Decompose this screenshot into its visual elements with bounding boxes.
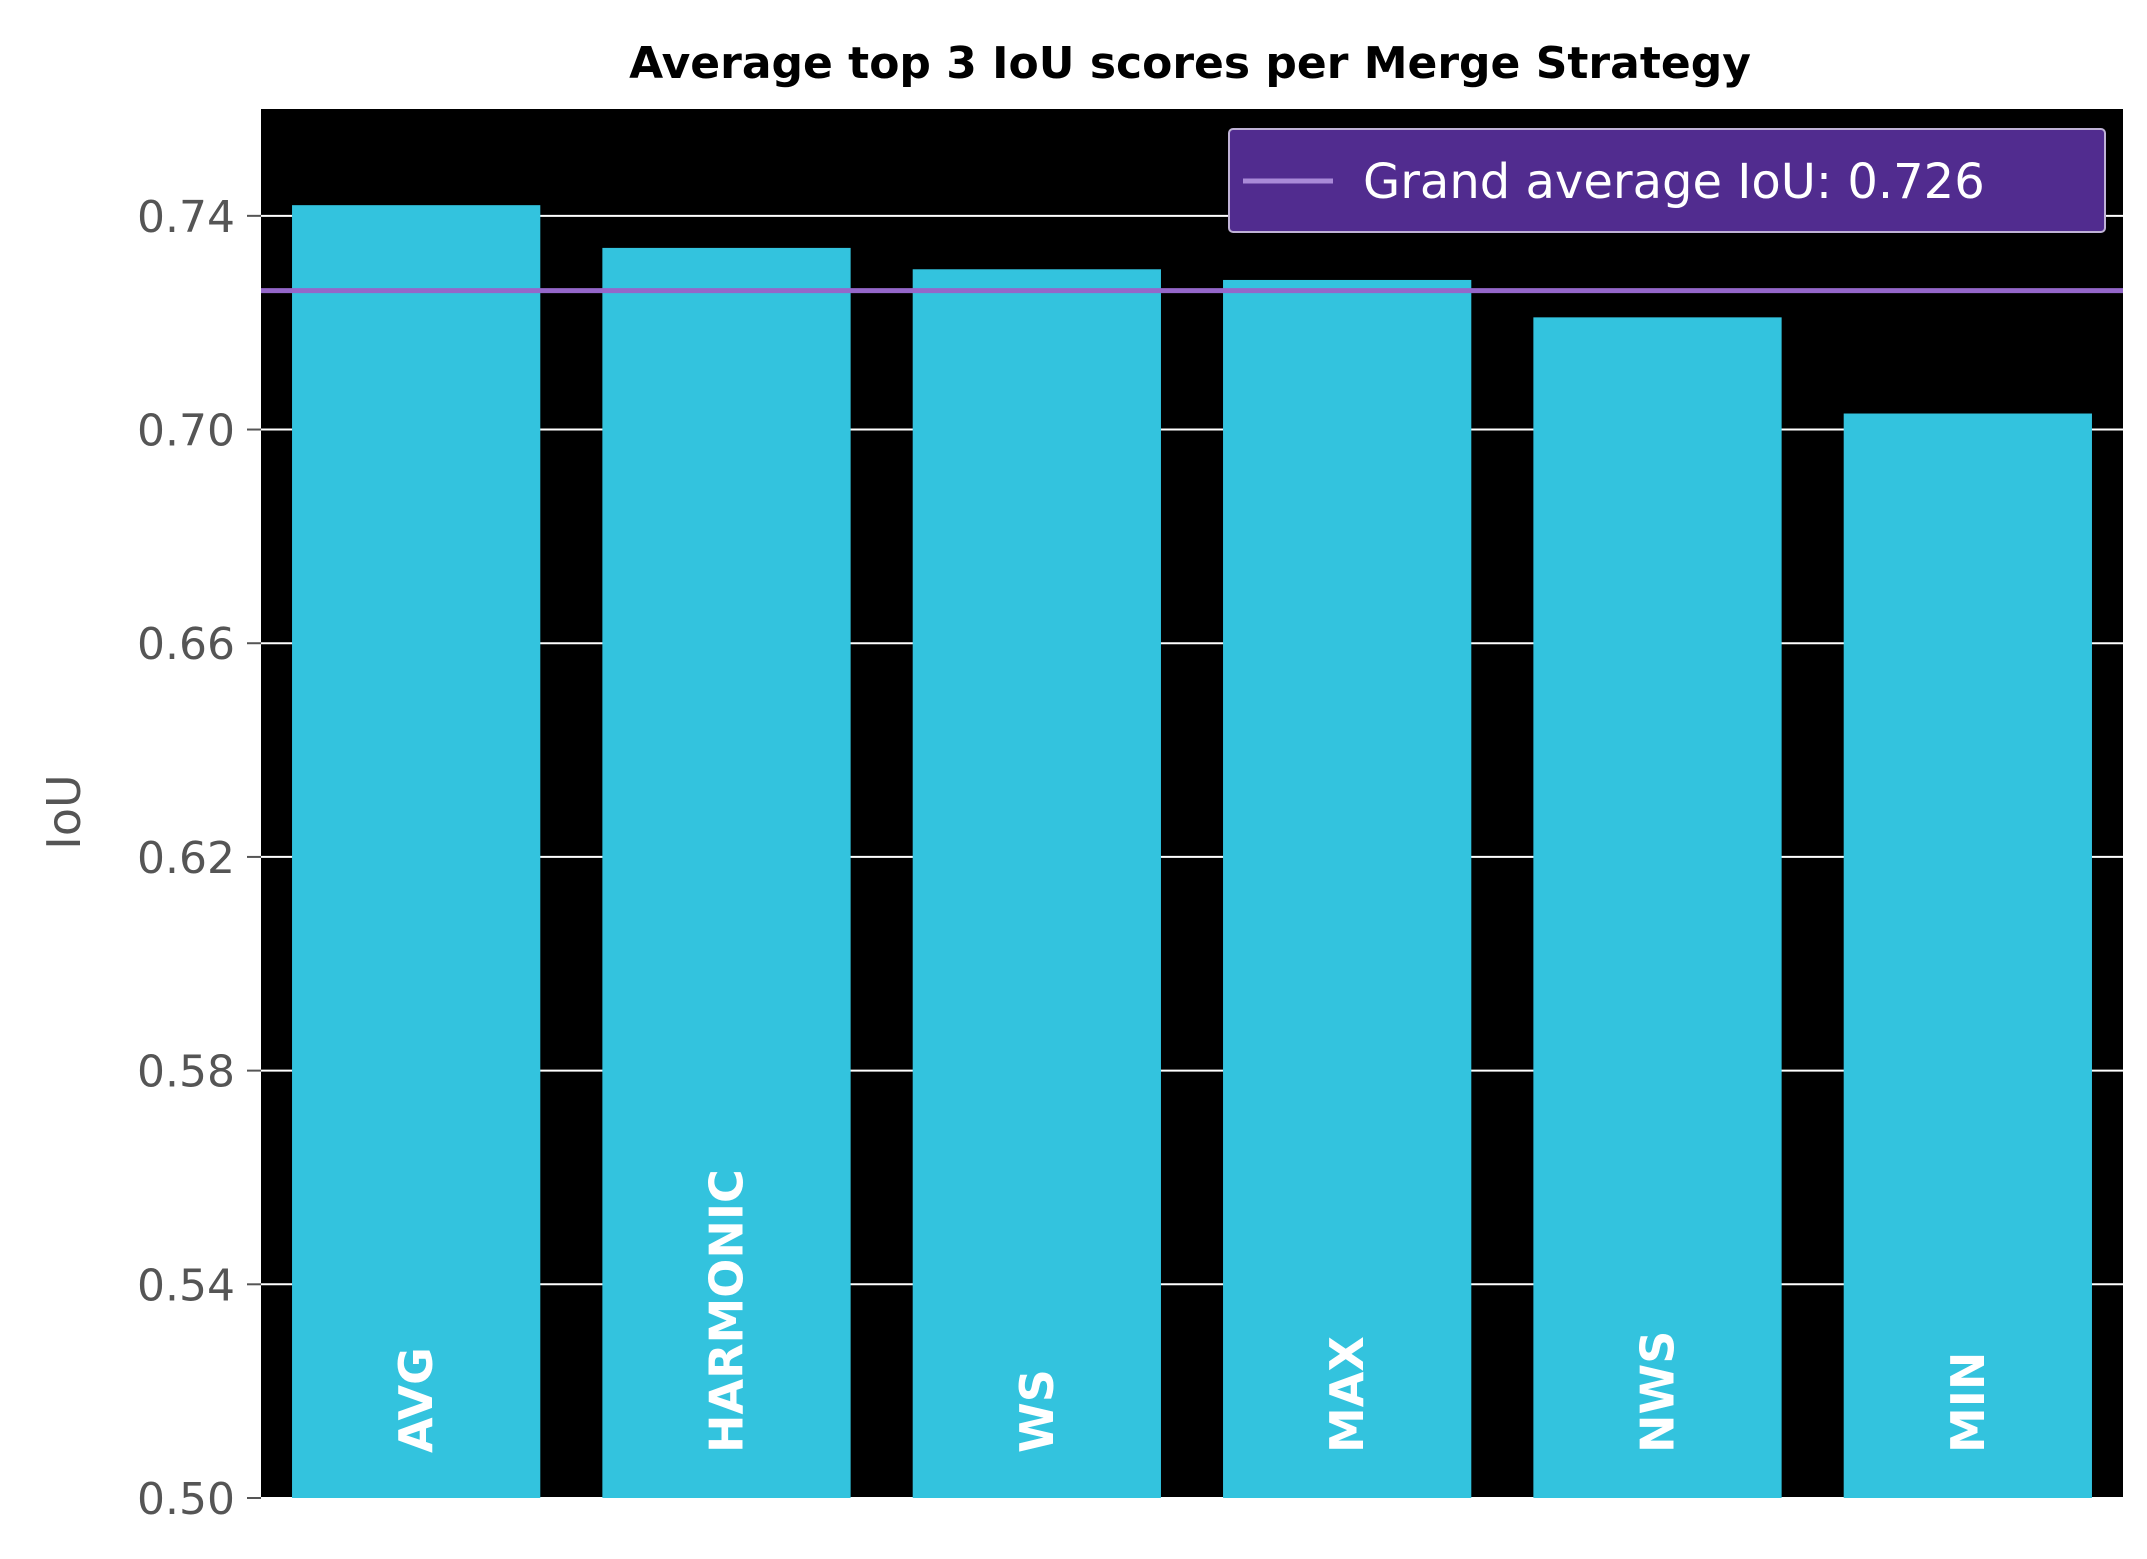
- bar: [602, 247, 851, 1498]
- bar-label: MAX: [1320, 1336, 1374, 1453]
- bar-label: WS: [1010, 1369, 1064, 1453]
- y-tick-label: 0.50: [137, 1474, 235, 1525]
- legend-box: [1228, 128, 2106, 233]
- y-tick-label: 0.54: [137, 1260, 235, 1311]
- y-axis: 0.50 0.54 0.58 0.62 0.66 0.70 0.74: [137, 192, 261, 1525]
- bar-label: HARMONIC: [700, 1169, 754, 1453]
- legend-label: Grand average IoU: 0.726: [1363, 154, 1985, 210]
- bar: [1223, 279, 1472, 1498]
- bar-label: AVG: [389, 1347, 443, 1453]
- chart-title: Average top 3 IoU scores per Merge Strat…: [629, 38, 1751, 89]
- bar: [1843, 413, 2092, 1499]
- plot-area: [261, 109, 2123, 1498]
- bar: [912, 269, 1161, 1498]
- bar: [1533, 317, 1782, 1499]
- bar: [292, 205, 541, 1499]
- bar-label: MIN: [1941, 1352, 1995, 1453]
- y-axis-label: IoU: [37, 774, 91, 849]
- legend: Grand average IoU: 0.726: [1228, 128, 2106, 233]
- y-tick-label: 0.58: [137, 1047, 235, 1098]
- bar-label: NWS: [1631, 1331, 1685, 1453]
- y-tick-label: 0.70: [137, 406, 235, 457]
- y-tick-label: 0.62: [137, 833, 235, 884]
- y-tick-label: 0.66: [137, 619, 235, 670]
- y-tick-label: 0.74: [137, 192, 235, 243]
- bars: AVG HARMONIC WS MAX NWS MIN: [292, 205, 2092, 1499]
